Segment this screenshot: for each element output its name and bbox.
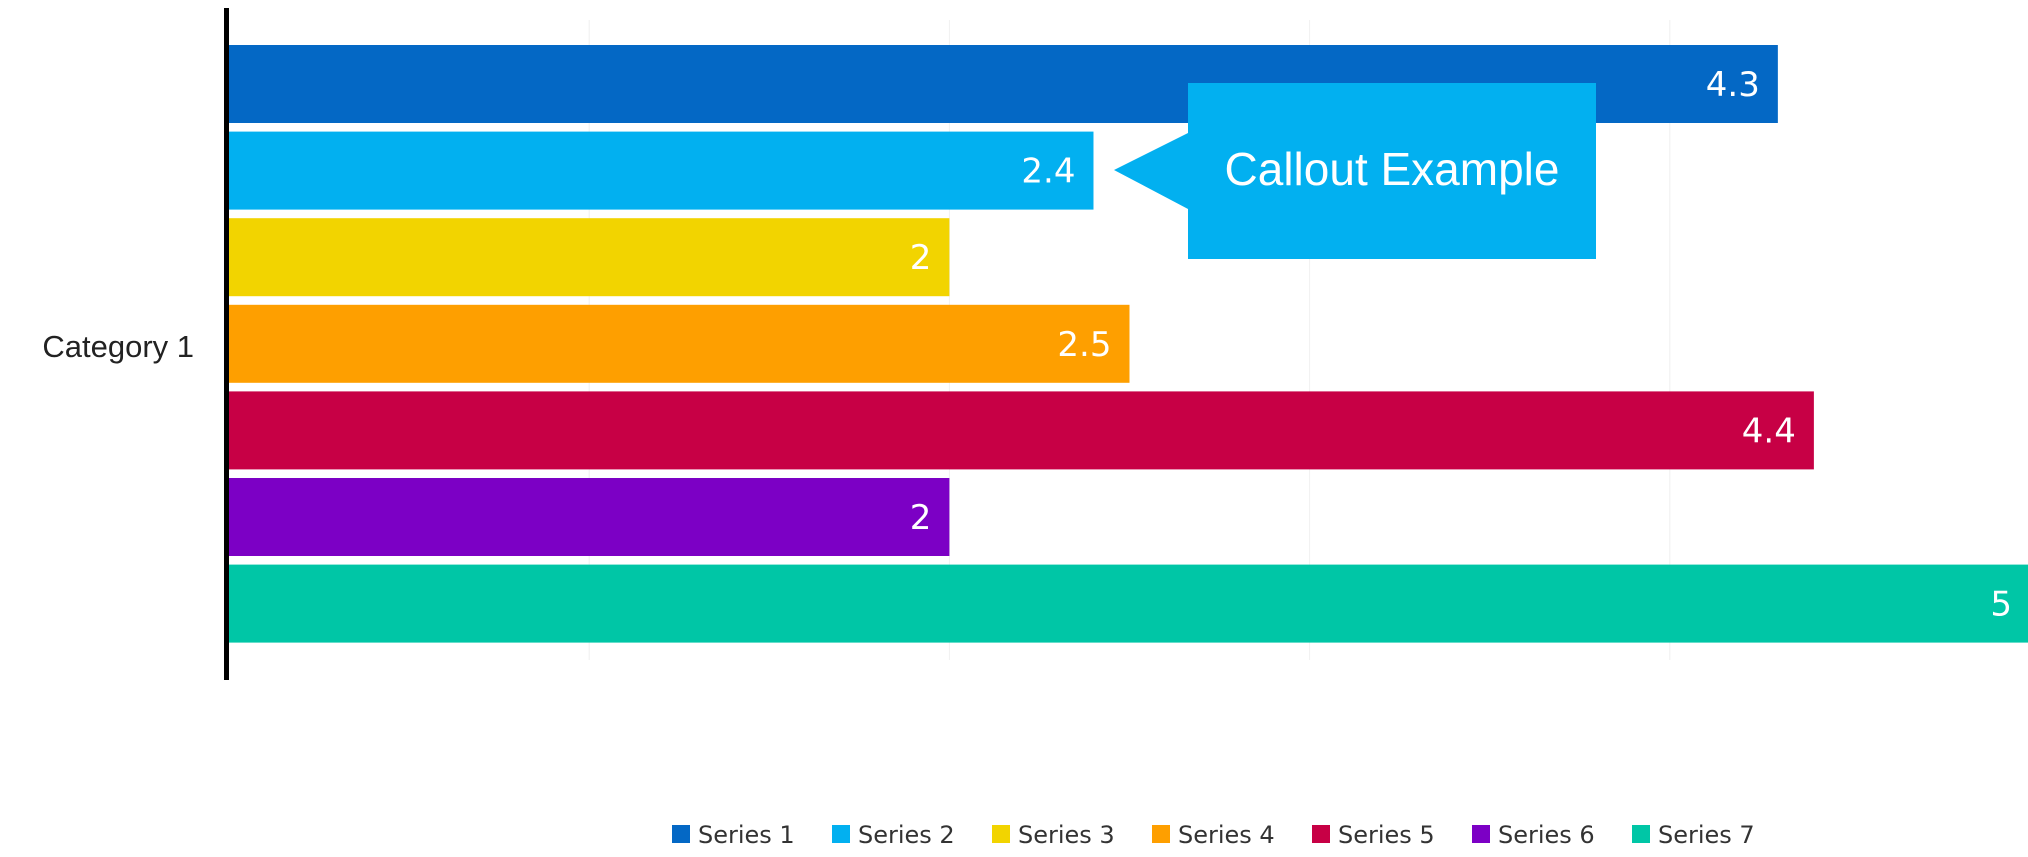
legend-item-series-7: Series 7 (1632, 821, 1755, 849)
legend: Series 1 Series 2 Series 3 Series 4 Series 5… (672, 821, 1755, 849)
legend-swatch (1152, 825, 1170, 843)
legend-item-series-5: Series 5 (1312, 821, 1435, 849)
data-label-series-3: 2 (910, 238, 932, 278)
legend-item-series-3: Series 3 (992, 821, 1115, 849)
callout-shape (1114, 83, 1596, 259)
legend-item-series-4: Series 4 (1152, 821, 1275, 849)
data-labels: 4.3 2.4 2 2.5 4.4 2 5 (910, 65, 2012, 625)
legend-label: Series 5 (1338, 821, 1435, 849)
data-label-series-5: 4.4 (1742, 411, 1796, 451)
legend-swatch (672, 825, 690, 843)
bar-series-7 (229, 564, 2028, 643)
legend-label: Series 4 (1178, 821, 1275, 849)
legend-swatch (1632, 825, 1650, 843)
bar-series-5 (229, 391, 1814, 470)
legend-swatch (992, 825, 1010, 843)
legend-swatch (1472, 825, 1490, 843)
y-axis-line (224, 8, 229, 680)
legend-swatch (832, 825, 850, 843)
data-label-series-4: 2.5 (1057, 325, 1111, 365)
legend-label: Series 7 (1658, 821, 1755, 849)
bar-series-6 (229, 478, 950, 556)
data-label-series-1: 4.3 (1706, 65, 1760, 105)
data-label-series-7: 5 (1990, 585, 2012, 625)
category-label: Category 1 (42, 329, 194, 364)
bar-series-3 (229, 218, 950, 297)
legend-item-series-6: Series 6 (1472, 821, 1595, 849)
legend-label: Series 6 (1498, 821, 1595, 849)
callout: Callout Example (1114, 83, 1596, 259)
callout-text: Callout Example (1225, 143, 1560, 195)
bar-series-4 (229, 304, 1130, 383)
legend-label: Series 3 (1018, 821, 1115, 849)
legend-label: Series 1 (698, 821, 795, 849)
legend-swatch (1312, 825, 1330, 843)
bar-series-2 (229, 131, 1094, 210)
bars (229, 45, 2028, 643)
data-label-series-2: 2.4 (1021, 152, 1075, 192)
data-label-series-6: 2 (910, 498, 932, 538)
legend-item-series-2: Series 2 (832, 821, 955, 849)
legend-item-series-1: Series 1 (672, 821, 795, 849)
legend-label: Series 2 (858, 821, 955, 849)
